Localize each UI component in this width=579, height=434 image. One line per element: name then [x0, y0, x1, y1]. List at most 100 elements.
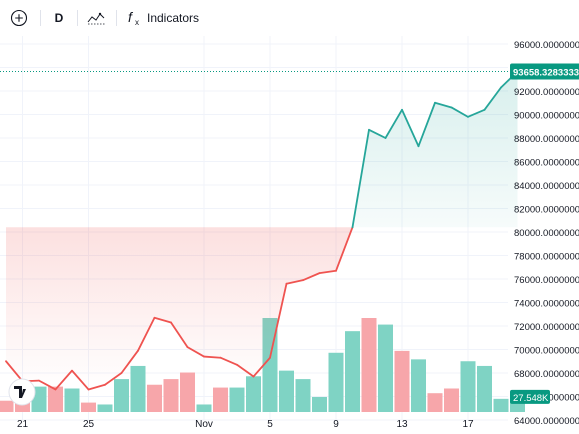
- volume-bar: [48, 386, 63, 412]
- last-price-label: 93658.32833333: [513, 68, 579, 79]
- volume-bar: [163, 379, 179, 412]
- interval-button[interactable]: D: [47, 5, 71, 31]
- volume-bar: [180, 372, 195, 412]
- y-tick-label: 70000.00000000: [514, 346, 579, 357]
- last-price-tag: 93658.32833333: [510, 63, 579, 80]
- volume-tag-bg: [510, 389, 550, 404]
- price-line-segment-down: [54, 369, 73, 391]
- price-line-segment-down: [203, 355, 222, 359]
- price-line-segment-up: [417, 101, 436, 148]
- price-line-segment-down: [252, 356, 271, 378]
- volume-bar: [460, 361, 476, 412]
- price-line-segment-down: [170, 321, 189, 349]
- price-line-segment-down: [104, 372, 123, 386]
- volume-bar: [64, 388, 80, 412]
- price-line-segment-down: [71, 369, 90, 391]
- price-chart[interactable]: 96000.0000000094000.0000000092000.000000…: [0, 36, 579, 430]
- volume-bar: [0, 400, 14, 412]
- price-line-segment-up: [368, 128, 387, 139]
- volume-bar: [97, 404, 113, 412]
- volume-tag: 27.548K: [510, 389, 550, 404]
- price-line-segment-up: [434, 101, 453, 109]
- price-line-segment-down: [153, 316, 172, 324]
- volume-bar: [196, 404, 212, 412]
- interval-label: D: [54, 11, 64, 25]
- chart-toolbar: D f x Indicators: [0, 0, 579, 36]
- y-tick-label: 78000.00000000: [514, 252, 579, 263]
- volume-bar: [114, 379, 129, 412]
- volume-bar: [345, 331, 360, 412]
- volume-bar: [130, 365, 146, 412]
- price-line-segment-down: [120, 349, 139, 374]
- toolbar-divider: [116, 10, 117, 26]
- y-tick-label: 64000.00000000: [514, 416, 579, 427]
- price-line-segment-down: [269, 282, 288, 359]
- volume-bar: [81, 402, 96, 412]
- volume-bar: [394, 350, 410, 412]
- price-line-segment-up: [450, 106, 469, 118]
- price-line-segment-up: [384, 108, 403, 139]
- volume-bar: [477, 365, 492, 412]
- price-line-segment-up: [351, 128, 370, 229]
- volume-bar: [312, 396, 327, 412]
- price-line-segment-down: [285, 279, 304, 285]
- x-tick-label: 21: [17, 419, 29, 429]
- price-line-segment-down: [302, 272, 321, 282]
- indicators-label: Indicators: [147, 11, 200, 25]
- toolbar-divider: [77, 10, 78, 26]
- chart-style-button[interactable]: [84, 5, 110, 31]
- volume-bar: [427, 393, 443, 412]
- volume-bar: [229, 387, 245, 412]
- x-tick-label: 9: [333, 419, 339, 429]
- plus-circle-icon: [10, 9, 28, 27]
- volume-bar: [493, 398, 509, 412]
- x-tick-label: Nov: [195, 419, 213, 429]
- price-line-segment-up: [467, 108, 486, 118]
- volume-bar: [147, 384, 162, 412]
- volume-bar: [213, 387, 228, 412]
- y-tick-label: 82000.00000000: [514, 205, 579, 216]
- tradingview-logo: [8, 378, 36, 406]
- volume-bar: [411, 359, 426, 412]
- y-tick-label: 68000.00000000: [514, 369, 579, 380]
- volume-bar: [361, 318, 377, 412]
- price-line-segment-down: [87, 383, 106, 391]
- y-tick-label: 72000.00000000: [514, 322, 579, 333]
- add-symbol-button[interactable]: [4, 5, 34, 31]
- y-tick-label: 92000.00000000: [514, 87, 579, 98]
- x-tick-label: 13: [396, 419, 408, 429]
- price-line-segment-down: [137, 316, 156, 352]
- price-line-segment-down: [38, 379, 57, 391]
- x-tick-label: 25: [83, 419, 95, 429]
- x-tick-label: 5: [267, 419, 273, 429]
- last-price-tag-bg: [510, 63, 579, 80]
- y-tick-label: 86000.00000000: [514, 158, 579, 169]
- price-line-segment-down: [5, 360, 24, 383]
- toolbar-divider: [40, 10, 41, 26]
- down-area-fill: [6, 227, 353, 390]
- price-line-segment-down: [318, 269, 337, 275]
- volume-bar: [279, 370, 294, 412]
- chart-area[interactable]: 96000.0000000094000.0000000092000.000000…: [0, 36, 579, 430]
- y-tick-label: 88000.00000000: [514, 134, 579, 145]
- volume-bar: [444, 388, 459, 412]
- price-line-segment-down: [186, 346, 205, 358]
- y-tick-label: 74000.00000000: [514, 299, 579, 310]
- y-tick-label: 80000.00000000: [514, 228, 579, 239]
- y-tick-label: 84000.00000000: [514, 181, 579, 192]
- volume-label: 27.548K: [513, 393, 549, 404]
- price-line-segment-up: [401, 108, 420, 148]
- logo-mark: [14, 386, 26, 398]
- price-line-segment-down: [335, 226, 354, 272]
- indicators-button[interactable]: f x Indicators: [123, 5, 203, 31]
- price-line-segment-down: [219, 356, 238, 366]
- x-tick-label: 17: [462, 419, 474, 429]
- up-area-fill: [352, 71, 518, 228]
- svg-text:x: x: [135, 18, 139, 27]
- y-tick-label: 76000.00000000: [514, 275, 579, 286]
- volume-bar: [246, 376, 261, 412]
- volume-bar: [328, 352, 344, 412]
- fx-icon: f x: [128, 9, 139, 27]
- volume-bar: [378, 324, 393, 412]
- svg-text:f: f: [128, 9, 134, 25]
